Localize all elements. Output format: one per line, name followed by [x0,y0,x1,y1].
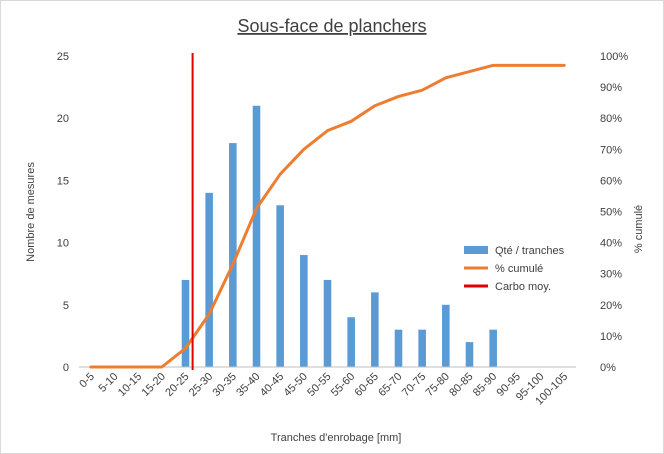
x-tick-label: 40-45 [258,371,286,399]
bar [347,317,355,367]
x-tick-label: 45-50 [282,371,310,399]
bar [181,279,190,367]
y2-tick-label: 100% [600,51,628,63]
bar [323,279,332,367]
x-tick-label: 35-40 [234,371,262,399]
y2-tick-label: 70% [600,144,622,156]
x-tick-label: 70-75 [400,371,428,399]
bar [229,143,237,367]
plot-area: 0 5 10 15 20 25 0% 10% 20% 30% 40% 50% 60% 70% 80% 90% 1… [57,51,629,408]
y2-tick-label: 80% [600,113,622,125]
x-tick-label: 75-80 [424,371,452,399]
x-tick-label: 50-55 [305,371,333,399]
y2-tick-label: 40% [600,238,622,250]
y2-tick-label: 10% [600,331,622,343]
x-tick-label: 85-90 [471,371,499,399]
bar [371,292,379,367]
y-tick-label: 10 [57,238,69,250]
bar [252,105,261,367]
bar [465,342,474,367]
y-tick-label: 25 [57,51,69,63]
y2-axis-title: % cumulé [633,205,645,253]
legend-label: Carbo moy. [495,281,551,293]
x-tick-label: 65-70 [376,371,404,399]
y-tick-label: 5 [63,300,69,312]
x-tick-label: 80-85 [447,371,475,399]
y-tick-label: 20 [57,113,69,125]
x-tick-label: 0-5 [77,371,97,391]
legend-label: Qté / tranches [495,245,565,257]
bar [205,192,213,367]
bar [418,329,426,367]
x-tick-label: 25-30 [187,371,215,399]
x-tick-label: 30-35 [211,371,239,399]
bar [442,304,450,367]
legend-swatch-bar [464,246,488,254]
cumulative-line [89,63,566,369]
x-tick-label: 60-65 [353,371,381,399]
bar [300,255,308,367]
x-tick-label: 10-15 [116,371,144,399]
x-tick-label: 55-60 [329,371,357,399]
y2-tick-label: 60% [600,175,622,187]
y2-tick-label: 0% [600,362,616,374]
x-axis-title: Tranches d'enrobage [mm] [271,432,402,444]
y2-tick-label: 20% [600,300,622,312]
x-tick-label: 20-25 [163,371,191,399]
y2-tick-label: 30% [600,269,622,281]
y-tick-label: 15 [57,175,69,187]
chart-title: Sous-face de planchers [237,16,426,36]
bar [276,205,284,367]
y2-tick-label: 90% [600,82,622,94]
legend: Qté / tranches % cumulé Carbo moy. [464,245,565,293]
x-tick-label: 15-20 [140,371,168,399]
y-axis-title: Nombre de mesures [25,162,37,262]
y-tick-label: 0 [63,362,69,374]
y2-tick-label: 50% [600,207,622,219]
bar [489,329,497,367]
legend-label: % cumulé [495,263,543,275]
bar [394,329,403,367]
